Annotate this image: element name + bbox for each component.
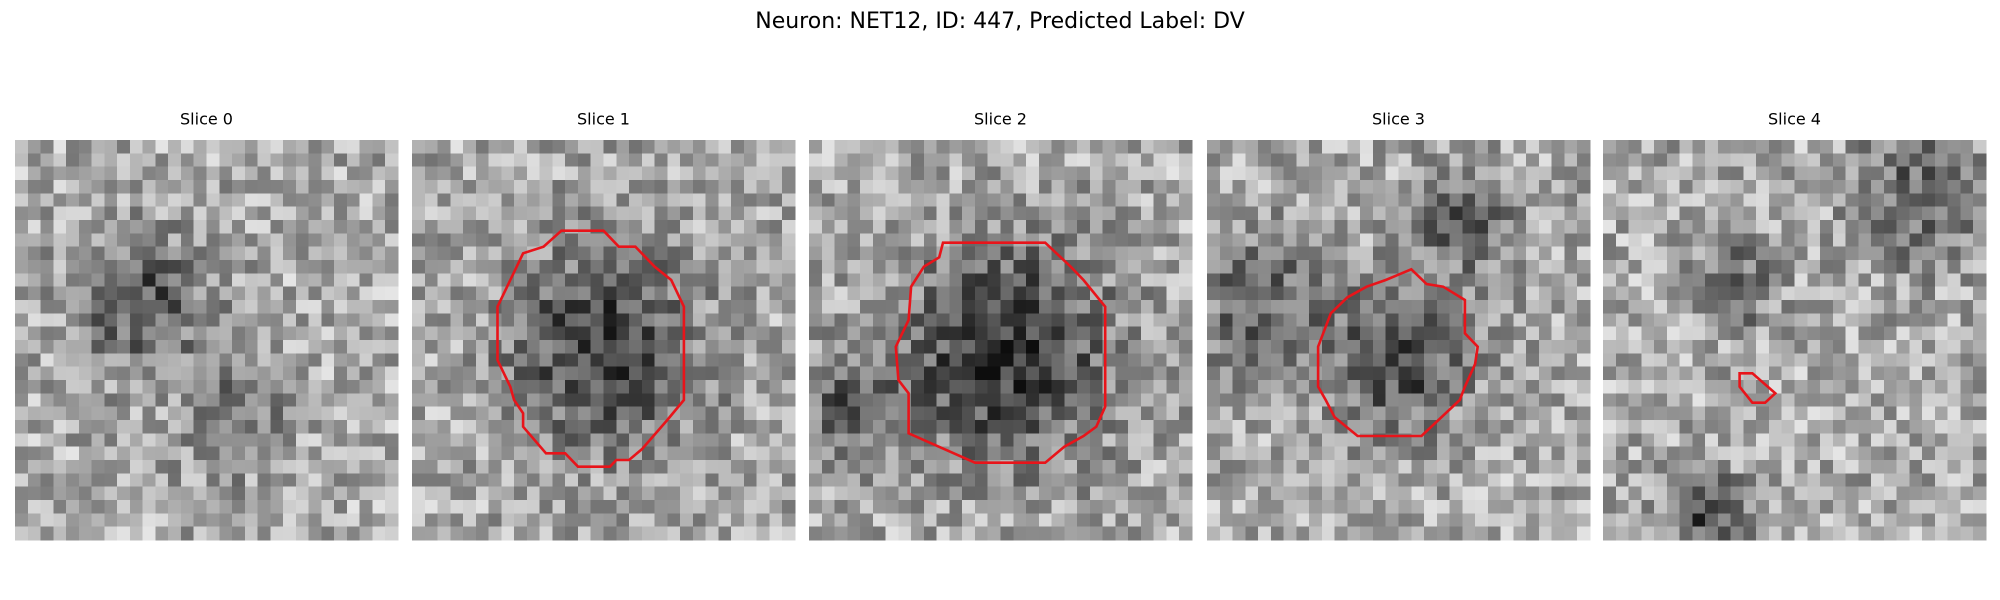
panel-title: Slice 3: [1372, 110, 1425, 129]
slice-image: [412, 140, 796, 541]
slice-image: [809, 140, 1193, 541]
mask-contour: [1738, 371, 1778, 405]
mask-contour: [1316, 267, 1480, 438]
slice-image: [1207, 140, 1591, 541]
slice-image: [1603, 140, 1987, 541]
panel-title: Slice 0: [180, 110, 233, 129]
mask-contour: [496, 229, 686, 469]
panel-title: Slice 4: [1768, 110, 1821, 129]
panel-title: Slice 2: [974, 110, 1027, 129]
figure-title: Neuron: NET12, ID: 447, Predicted Label:…: [755, 9, 1245, 34]
mask-contour: [894, 241, 1107, 465]
panel-title: Slice 1: [577, 110, 630, 129]
slice-image: [15, 140, 399, 541]
